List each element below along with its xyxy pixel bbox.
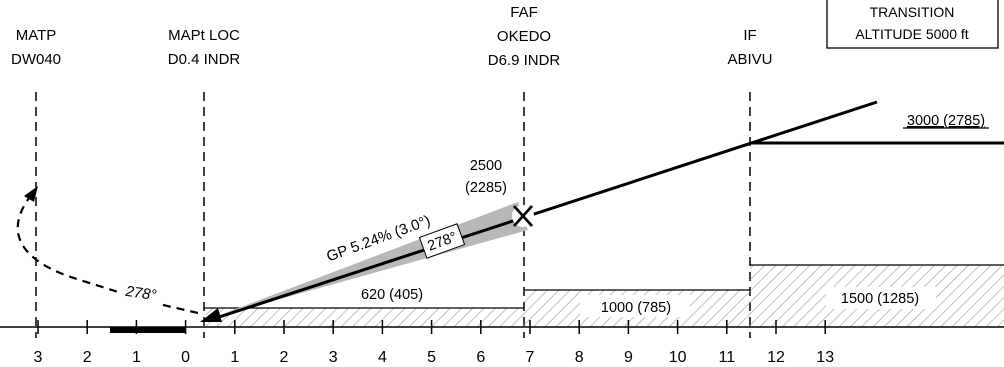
transition-altitude-line1: TRANSITION xyxy=(870,4,955,20)
faf-fix-name: OKEDO xyxy=(497,28,551,45)
distance-tick-label: 2 xyxy=(83,349,92,366)
distance-tick-label: 13 xyxy=(816,349,834,366)
faf-label: FAF xyxy=(510,4,538,21)
distance-tick-label: 1 xyxy=(132,349,141,366)
obstacle-clearance-segment-mapt xyxy=(204,307,524,327)
missed-approach-path xyxy=(16,193,199,315)
descent-path-line xyxy=(209,100,878,322)
missed-approach-arrowhead xyxy=(24,186,38,202)
if-segment-altitude: 1500 (1285) xyxy=(841,291,919,307)
distance-tick-label: 2 xyxy=(280,349,289,366)
if-fix-name: ABIVU xyxy=(727,51,772,68)
faf-segment-altitude: 1000 (785) xyxy=(601,300,671,316)
distance-tick-label: 9 xyxy=(624,349,633,366)
distance-tick-label: 7 xyxy=(526,349,535,366)
if-label: IF xyxy=(743,27,756,44)
mda-segment-altitude: 620 (405) xyxy=(361,287,423,303)
distance-tick-marks xyxy=(37,320,826,334)
distance-tick-label: 5 xyxy=(427,349,436,366)
descent-arrowhead xyxy=(200,308,222,322)
distance-tick-label: 4 xyxy=(378,349,387,366)
distance-tick-label: 1 xyxy=(230,349,239,366)
faf-cross-symbol xyxy=(512,205,534,227)
distance-tick-label: 8 xyxy=(575,349,584,366)
matp-fix-name: DW040 xyxy=(11,51,61,68)
distance-tick-label: 6 xyxy=(476,349,485,366)
distance-tick-label: 3 xyxy=(34,349,43,366)
distance-tick-label: 3 xyxy=(329,349,338,366)
faf-distance: D6.9 INDR xyxy=(488,52,561,69)
distance-tick-label: 11 xyxy=(718,349,735,366)
if-altitude: 3000 (2785) xyxy=(907,113,985,129)
mapt-label: MAPt LOC xyxy=(168,27,240,44)
mapt-distance: D0.4 INDR xyxy=(168,51,241,68)
runway-bar xyxy=(110,327,186,333)
faf-altitude-height: (2285) xyxy=(465,180,507,196)
matp-label: MATP xyxy=(16,27,57,44)
transition-altitude-line2: ALTITUDE 5000 ft xyxy=(855,26,968,42)
distance-tick-label: 12 xyxy=(767,349,785,366)
faf-altitude: 2500 xyxy=(470,158,502,174)
distance-tick-label: 10 xyxy=(669,349,687,366)
distance-tick-labels: 3 2 1 0 1 2 3 4 5 6 7 8 9 10 11 12 13 xyxy=(34,349,835,366)
missed-approach-course: 278° xyxy=(123,283,157,304)
distance-tick-label: 0 xyxy=(181,349,190,366)
transition-altitude-box: TRANSITION ALTITUDE 5000 ft xyxy=(826,0,999,49)
